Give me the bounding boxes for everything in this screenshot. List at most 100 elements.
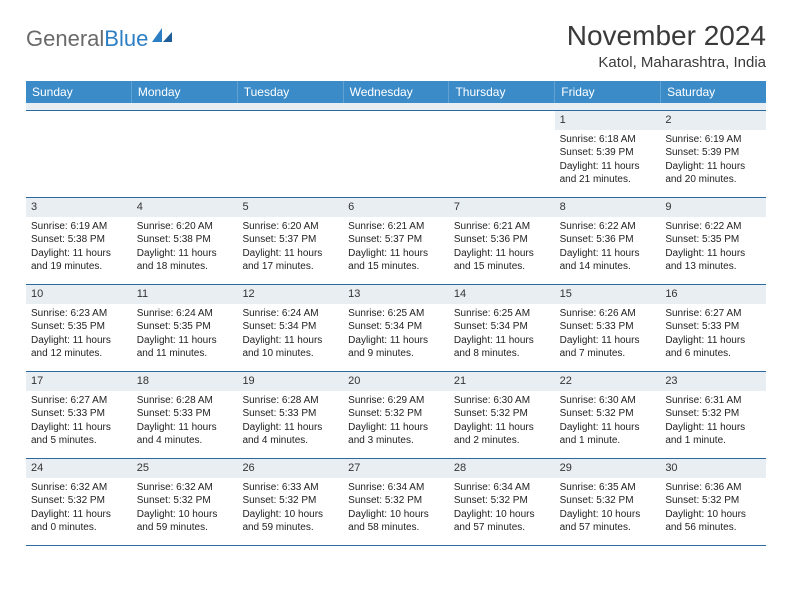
day-day1: Daylight: 11 hours	[31, 421, 127, 435]
day-number: 28	[449, 459, 555, 478]
sail-icon	[150, 26, 174, 49]
day-sunset: Sunset: 5:32 PM	[137, 494, 233, 508]
day-day2: and 7 minutes.	[560, 347, 656, 361]
day-day2: and 57 minutes.	[560, 521, 656, 535]
day-sunrise: Sunrise: 6:34 AM	[348, 481, 444, 495]
day-sunrise: Sunrise: 6:30 AM	[454, 394, 550, 408]
day-sunrise: Sunrise: 6:20 AM	[137, 220, 233, 234]
day-day1: Daylight: 11 hours	[560, 247, 656, 261]
day-day2: and 59 minutes.	[242, 521, 338, 535]
day-cell: 10Sunrise: 6:23 AMSunset: 5:35 PMDayligh…	[26, 285, 132, 371]
day-cell: 26Sunrise: 6:33 AMSunset: 5:32 PMDayligh…	[237, 459, 343, 545]
day-day2: and 11 minutes.	[137, 347, 233, 361]
day-number: 10	[26, 285, 132, 304]
day-number: 20	[343, 372, 449, 391]
day-number: 17	[26, 372, 132, 391]
logo-text-blue: Blue	[104, 26, 148, 51]
day-sunset: Sunset: 5:36 PM	[454, 233, 550, 247]
day-sunrise: Sunrise: 6:36 AM	[665, 481, 761, 495]
day-day1: Daylight: 11 hours	[137, 334, 233, 348]
day-day1: Daylight: 10 hours	[665, 508, 761, 522]
day-number: 5	[237, 198, 343, 217]
weekday-header: Thursday	[449, 81, 555, 103]
day-cell-empty	[343, 111, 449, 197]
week-row: 10Sunrise: 6:23 AMSunset: 5:35 PMDayligh…	[26, 285, 766, 372]
day-day2: and 21 minutes.	[560, 173, 656, 187]
day-number: 3	[26, 198, 132, 217]
day-day1: Daylight: 11 hours	[31, 508, 127, 522]
day-number: 26	[237, 459, 343, 478]
day-sunrise: Sunrise: 6:22 AM	[560, 220, 656, 234]
day-sunrise: Sunrise: 6:28 AM	[242, 394, 338, 408]
day-number: 30	[660, 459, 766, 478]
day-sunrise: Sunrise: 6:25 AM	[454, 307, 550, 321]
day-day1: Daylight: 11 hours	[454, 247, 550, 261]
calendar: SundayMondayTuesdayWednesdayThursdayFrid…	[26, 81, 766, 546]
day-day2: and 59 minutes.	[137, 521, 233, 535]
day-day2: and 13 minutes.	[665, 260, 761, 274]
day-cell: 9Sunrise: 6:22 AMSunset: 5:35 PMDaylight…	[660, 198, 766, 284]
day-sunset: Sunset: 5:33 PM	[31, 407, 127, 421]
week-row: 3Sunrise: 6:19 AMSunset: 5:38 PMDaylight…	[26, 198, 766, 285]
day-day1: Daylight: 11 hours	[31, 334, 127, 348]
day-sunset: Sunset: 5:36 PM	[560, 233, 656, 247]
day-sunset: Sunset: 5:35 PM	[137, 320, 233, 334]
day-number: 1	[555, 111, 661, 130]
day-cell-empty	[237, 111, 343, 197]
day-day1: Daylight: 11 hours	[665, 160, 761, 174]
day-day2: and 14 minutes.	[560, 260, 656, 274]
day-cell: 14Sunrise: 6:25 AMSunset: 5:34 PMDayligh…	[449, 285, 555, 371]
week-row: 1Sunrise: 6:18 AMSunset: 5:39 PMDaylight…	[26, 111, 766, 198]
day-sunset: Sunset: 5:34 PM	[242, 320, 338, 334]
day-cell: 17Sunrise: 6:27 AMSunset: 5:33 PMDayligh…	[26, 372, 132, 458]
weekday-header: Monday	[132, 81, 238, 103]
day-day2: and 4 minutes.	[242, 434, 338, 448]
day-number: 16	[660, 285, 766, 304]
day-cell: 28Sunrise: 6:34 AMSunset: 5:32 PMDayligh…	[449, 459, 555, 545]
day-day1: Daylight: 11 hours	[242, 421, 338, 435]
day-sunrise: Sunrise: 6:31 AM	[665, 394, 761, 408]
day-sunset: Sunset: 5:34 PM	[454, 320, 550, 334]
day-day2: and 56 minutes.	[665, 521, 761, 535]
day-cell: 20Sunrise: 6:29 AMSunset: 5:32 PMDayligh…	[343, 372, 449, 458]
day-day2: and 6 minutes.	[665, 347, 761, 361]
day-sunrise: Sunrise: 6:32 AM	[137, 481, 233, 495]
day-sunrise: Sunrise: 6:25 AM	[348, 307, 444, 321]
day-sunset: Sunset: 5:39 PM	[665, 146, 761, 160]
day-sunset: Sunset: 5:33 PM	[560, 320, 656, 334]
day-number: 25	[132, 459, 238, 478]
day-number: 2	[660, 111, 766, 130]
day-day2: and 3 minutes.	[348, 434, 444, 448]
day-day1: Daylight: 10 hours	[454, 508, 550, 522]
day-day1: Daylight: 11 hours	[665, 247, 761, 261]
day-cell: 7Sunrise: 6:21 AMSunset: 5:36 PMDaylight…	[449, 198, 555, 284]
day-sunrise: Sunrise: 6:20 AM	[242, 220, 338, 234]
day-day2: and 9 minutes.	[348, 347, 444, 361]
day-sunset: Sunset: 5:32 PM	[560, 407, 656, 421]
day-sunrise: Sunrise: 6:35 AM	[560, 481, 656, 495]
day-day2: and 4 minutes.	[137, 434, 233, 448]
day-cell: 11Sunrise: 6:24 AMSunset: 5:35 PMDayligh…	[132, 285, 238, 371]
day-sunset: Sunset: 5:32 PM	[348, 407, 444, 421]
day-number: 14	[449, 285, 555, 304]
day-day2: and 2 minutes.	[454, 434, 550, 448]
weekday-header: Wednesday	[344, 81, 450, 103]
weekday-header-row: SundayMondayTuesdayWednesdayThursdayFrid…	[26, 81, 766, 103]
day-number: 13	[343, 285, 449, 304]
day-day1: Daylight: 10 hours	[137, 508, 233, 522]
day-cell: 15Sunrise: 6:26 AMSunset: 5:33 PMDayligh…	[555, 285, 661, 371]
day-cell-empty	[26, 111, 132, 197]
day-cell: 16Sunrise: 6:27 AMSunset: 5:33 PMDayligh…	[660, 285, 766, 371]
day-sunrise: Sunrise: 6:24 AM	[242, 307, 338, 321]
weekday-header: Friday	[555, 81, 661, 103]
day-sunset: Sunset: 5:33 PM	[137, 407, 233, 421]
day-cell: 2Sunrise: 6:19 AMSunset: 5:39 PMDaylight…	[660, 111, 766, 197]
day-sunrise: Sunrise: 6:18 AM	[560, 133, 656, 147]
day-number: 12	[237, 285, 343, 304]
day-sunset: Sunset: 5:38 PM	[137, 233, 233, 247]
day-day1: Daylight: 11 hours	[454, 421, 550, 435]
day-sunset: Sunset: 5:39 PM	[560, 146, 656, 160]
day-sunset: Sunset: 5:33 PM	[242, 407, 338, 421]
day-day1: Daylight: 11 hours	[137, 247, 233, 261]
day-sunset: Sunset: 5:35 PM	[665, 233, 761, 247]
